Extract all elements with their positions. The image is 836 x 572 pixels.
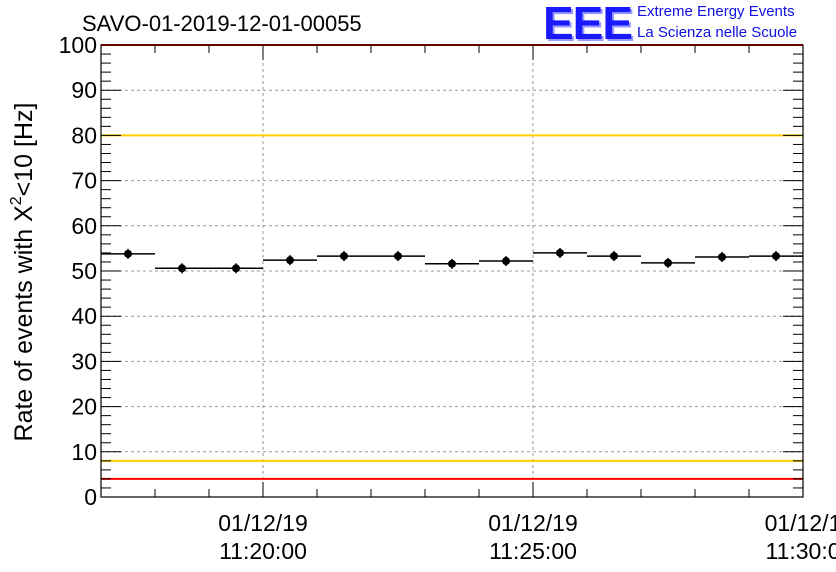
data-point	[124, 249, 132, 258]
data-point	[610, 252, 618, 261]
x-tick-label-date: 01/12/19	[218, 510, 308, 536]
y-tick-label: 50	[71, 258, 97, 284]
data-point	[664, 258, 672, 267]
x-tick-label-date: 01/12/19	[488, 510, 578, 536]
data-point	[394, 252, 402, 261]
data-point	[448, 259, 456, 268]
y-tick-label: 70	[71, 168, 97, 194]
data-point	[178, 264, 186, 273]
y-tick-label: 40	[71, 303, 97, 329]
data-points	[101, 247, 803, 274]
x-tick-label-time: 11:30:0	[765, 538, 836, 564]
y-tick-label: 30	[71, 348, 97, 374]
x-tick-label-time: 11:25:00	[489, 538, 577, 564]
data-point	[772, 252, 780, 261]
data-point	[232, 264, 240, 273]
y-tick-labels: 0 10 20 30 40 50 60 70 80 90 100	[59, 32, 97, 510]
data-point	[718, 252, 726, 261]
axis-ticks	[100, 44, 804, 498]
y-tick-label: 80	[71, 122, 97, 148]
y-tick-label: 20	[71, 394, 97, 420]
y-tick-label: 90	[71, 77, 97, 103]
y-tick-label: 100	[59, 32, 97, 58]
eee-logo-mark: EEE	[543, 0, 633, 49]
data-point	[286, 256, 294, 265]
data-point	[502, 257, 510, 266]
y-tick-label: 10	[71, 439, 97, 465]
grid	[101, 45, 803, 497]
data-point	[340, 252, 348, 261]
y-axis-label-rest: <10 [Hz]	[10, 103, 38, 197]
y-axis-label-sup: 2	[8, 196, 25, 205]
y-axis-label-main: Rate of events with X	[10, 205, 38, 442]
x-tick-label-time: 11:20:00	[219, 538, 307, 564]
x-tick-label-date: 01/12/1	[765, 510, 836, 536]
eee-logo-line1: Extreme Energy Events	[637, 3, 795, 20]
eee-logo-line2: La Scienza nelle Scuole	[637, 24, 798, 41]
chart-title: SAVO-01-2019-12-01-00055	[82, 11, 362, 36]
y-axis-label: Rate of events with X2<10 [Hz]	[8, 103, 38, 442]
y-tick-label: 60	[71, 213, 97, 239]
y-tick-label: 0	[84, 484, 97, 510]
x-tick-labels: 01/12/1911:20:0001/12/1911:25:0001/12/11…	[218, 510, 836, 564]
data-point	[556, 248, 564, 257]
